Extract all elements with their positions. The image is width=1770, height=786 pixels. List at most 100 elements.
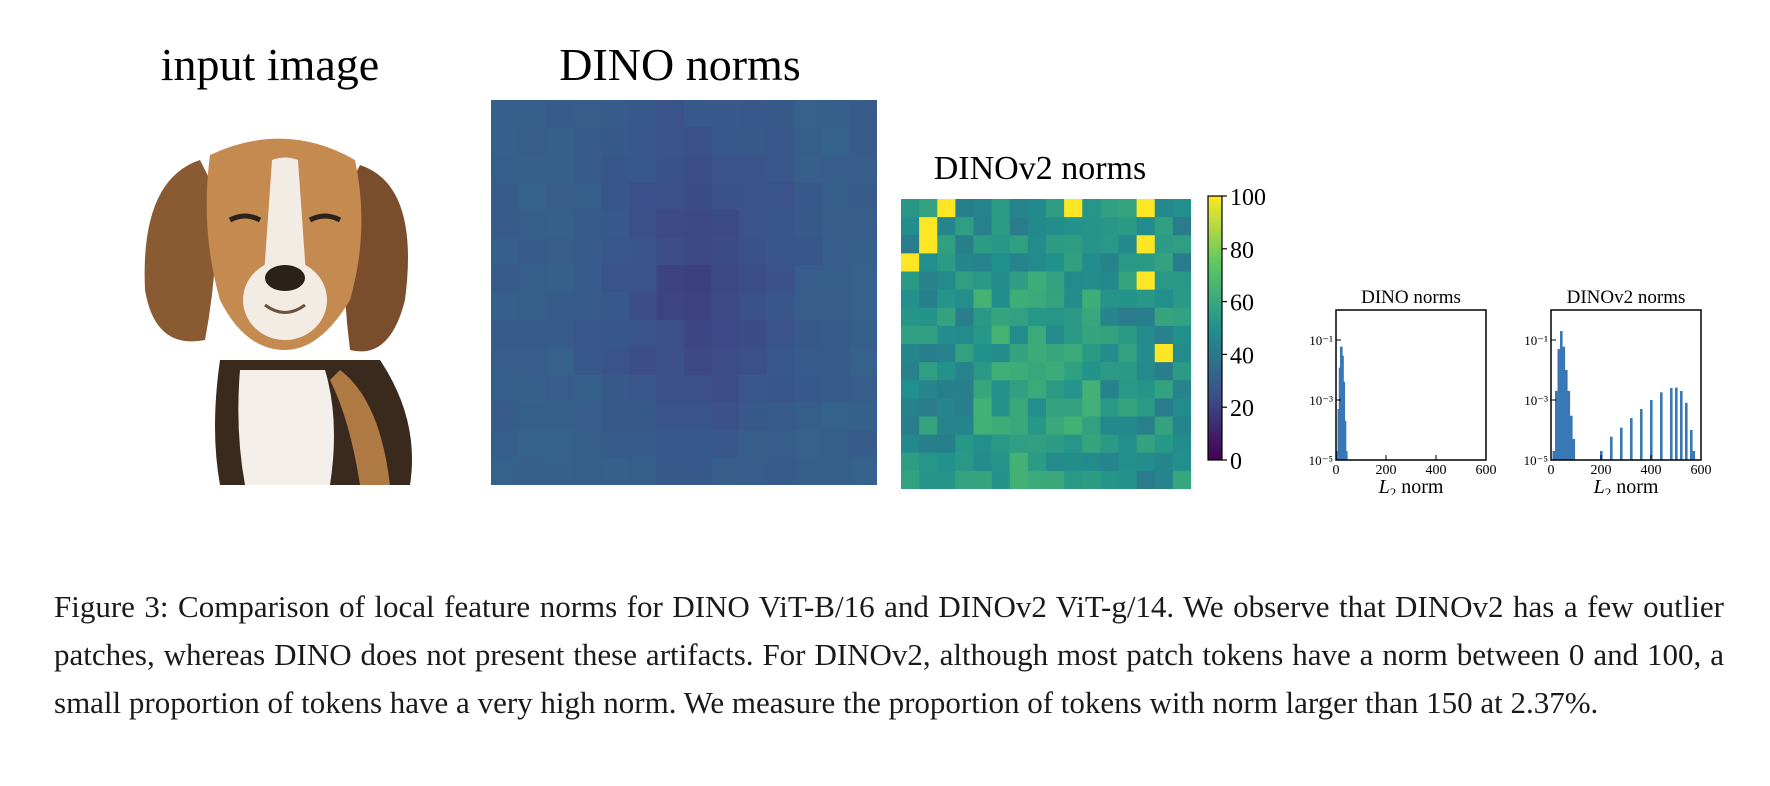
heatmap-cell bbox=[1027, 253, 1047, 272]
heatmap-cell bbox=[518, 430, 547, 459]
heatmap-cell bbox=[955, 235, 974, 254]
heatmap-cell bbox=[766, 100, 795, 129]
heatmap-cell bbox=[1064, 452, 1083, 472]
y-tick-label: 10⁻¹ bbox=[1309, 333, 1333, 348]
heatmap-cell bbox=[1046, 434, 1065, 454]
colorbar-tick-label: 20 bbox=[1230, 396, 1254, 422]
heatmap-cell bbox=[711, 320, 740, 349]
y-tick-label: 10⁻⁵ bbox=[1524, 453, 1548, 468]
heatmap-cell bbox=[955, 362, 974, 381]
heatmap-cell bbox=[628, 155, 657, 184]
heatmap-cell bbox=[491, 457, 520, 485]
heatmap-cell bbox=[794, 457, 823, 485]
heatmap-cell bbox=[1136, 307, 1156, 327]
heatmap-cell bbox=[1064, 416, 1083, 435]
heatmap-cell bbox=[955, 199, 974, 218]
heatmap-cell bbox=[821, 347, 850, 376]
heatmap-cell bbox=[573, 375, 602, 404]
heatmap-cell bbox=[991, 380, 1011, 399]
heatmap-cell bbox=[628, 320, 657, 349]
heatmap-cell bbox=[919, 416, 938, 435]
heatmap-cell bbox=[937, 434, 956, 454]
heatmap-cell bbox=[937, 398, 956, 417]
heatmap-cell bbox=[684, 292, 713, 321]
heatmap-cell bbox=[937, 217, 956, 236]
heatmap-cell bbox=[573, 292, 602, 321]
heatmap-cell bbox=[1100, 362, 1119, 381]
heatmap-cell bbox=[518, 457, 547, 485]
heatmap-cell bbox=[684, 127, 713, 156]
heatmap-cell bbox=[1100, 470, 1119, 489]
heatmap-cell bbox=[546, 127, 575, 156]
heatmap-cell bbox=[1082, 289, 1101, 309]
heatmap-cell bbox=[919, 325, 938, 345]
heatmap-cell bbox=[973, 416, 992, 435]
heatmap-cell bbox=[656, 347, 685, 376]
heatmap-cell bbox=[684, 457, 713, 485]
heatmap-cell bbox=[991, 289, 1011, 309]
heatmap-cell bbox=[1064, 398, 1083, 417]
heatmap-cell bbox=[1027, 344, 1047, 363]
heatmap-cell bbox=[821, 210, 850, 239]
heatmap-cell bbox=[1082, 271, 1101, 290]
heatmap-cell bbox=[955, 289, 974, 309]
histogram-bar bbox=[1345, 450, 1348, 460]
heatmap-cell bbox=[628, 375, 657, 404]
heatmap-cell bbox=[1046, 344, 1065, 363]
heatmap-cell bbox=[656, 320, 685, 349]
heatmap-cell bbox=[546, 155, 575, 184]
heatmap-cell bbox=[1100, 452, 1119, 472]
heatmap-cell bbox=[628, 457, 657, 485]
heatmap-cell bbox=[684, 430, 713, 459]
heatmap-cell bbox=[955, 434, 974, 454]
heatmap-cell bbox=[1172, 199, 1191, 218]
heatmap-cell bbox=[1082, 307, 1101, 327]
heatmap-cell bbox=[1118, 271, 1137, 290]
heatmap-cell bbox=[919, 253, 938, 272]
heatmap-cell bbox=[1100, 271, 1119, 290]
heatmap-cell bbox=[766, 265, 795, 294]
heatmap-cell bbox=[739, 347, 768, 376]
x-tick-label: 0 bbox=[1548, 463, 1555, 478]
histogram-bar bbox=[1690, 430, 1693, 460]
heatmap-cell bbox=[1046, 307, 1065, 327]
heatmap-cell bbox=[1118, 398, 1137, 417]
heatmap-cell bbox=[739, 100, 768, 129]
heatmap-cell bbox=[991, 416, 1011, 435]
heatmap-cell bbox=[739, 320, 768, 349]
heatmap-cell bbox=[628, 347, 657, 376]
heatmap-cell bbox=[1136, 325, 1156, 345]
heatmap-cell bbox=[1172, 398, 1191, 417]
heatmap-cell bbox=[955, 307, 974, 327]
heatmap-cell bbox=[794, 155, 823, 184]
heatmap-cell bbox=[1064, 434, 1083, 454]
heatmap-cell bbox=[901, 362, 920, 381]
heatmap-cell bbox=[601, 265, 630, 294]
heatmap-cell bbox=[1136, 235, 1156, 254]
heatmap-cell bbox=[1118, 434, 1137, 454]
heatmap-cell bbox=[1136, 362, 1156, 381]
heatmap-cell bbox=[711, 265, 740, 294]
heatmap-cell bbox=[919, 271, 938, 290]
heatmap-cell bbox=[628, 265, 657, 294]
heatmap-cell bbox=[901, 452, 920, 472]
heatmap-cell bbox=[1172, 235, 1191, 254]
heatmap-cell bbox=[1046, 271, 1065, 290]
heatmap-cell bbox=[601, 237, 630, 266]
heatmap-cell bbox=[901, 253, 920, 272]
heatmap-cell bbox=[518, 320, 547, 349]
heatmap-cell bbox=[1064, 307, 1083, 327]
heatmap-cell bbox=[1027, 398, 1047, 417]
heatmap-cell bbox=[794, 237, 823, 266]
heatmap-cell bbox=[711, 127, 740, 156]
heatmap-cell bbox=[937, 452, 956, 472]
heatmap-cell bbox=[1027, 271, 1047, 290]
x-axis-label: L2 norm bbox=[1593, 476, 1659, 495]
heatmap-cell bbox=[684, 265, 713, 294]
histogram-bar bbox=[1680, 390, 1683, 460]
heatmap-cell bbox=[1154, 235, 1174, 254]
heatmap-cell bbox=[1027, 416, 1047, 435]
heatmap-cell bbox=[991, 470, 1011, 489]
heatmap-cell bbox=[546, 430, 575, 459]
heatmap-cell bbox=[1118, 325, 1137, 345]
